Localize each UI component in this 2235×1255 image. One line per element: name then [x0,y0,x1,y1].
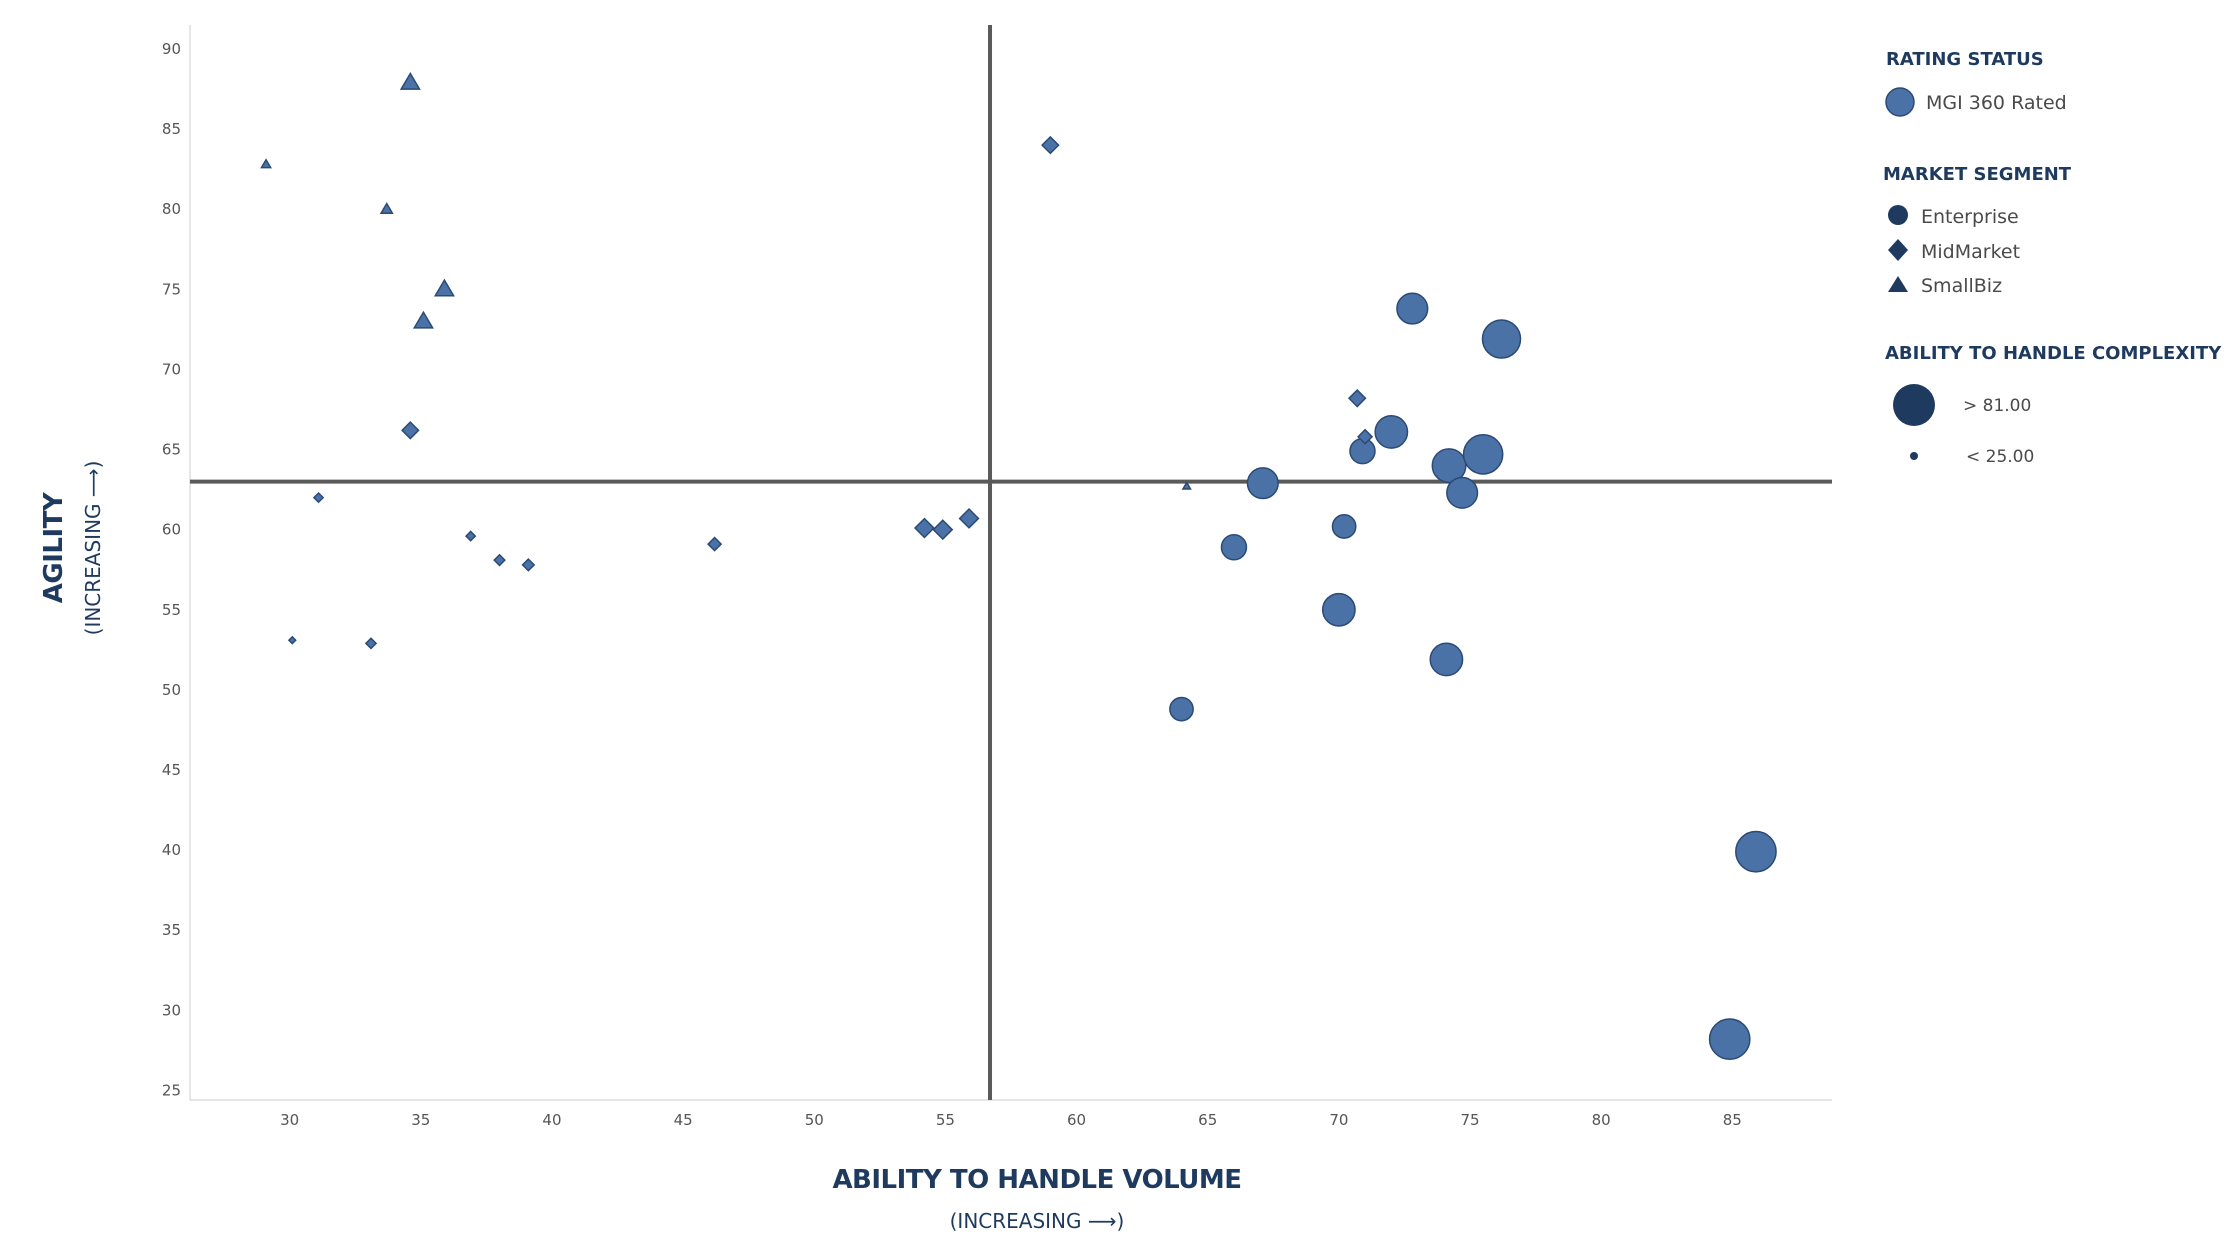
y-tick-labels: 25 30 35 40 45 50 55 60 65 70 75 80 85 90 [162,40,181,1099]
x-tick-label: 30 [280,1111,299,1129]
enterprise-point [1735,830,1777,873]
legend-label-large-complexity: > 81.00 [1963,396,2031,416]
legend-marker-enterprise [1888,205,1908,225]
y-tick-label: 80 [162,200,181,218]
legend-label-enterprise: Enterprise [1921,206,2019,228]
legend-label-small-complexity: < 25.00 [1966,447,2034,467]
y-tick-label: 40 [162,841,181,859]
midmarket-point [932,519,954,541]
midmarket-point [287,635,297,645]
midmarket-point [401,421,420,440]
legend-marker-large-complexity [1893,384,1935,426]
enterprise-point [1446,476,1479,509]
smallbiz-point [399,72,421,90]
midmarket-point [707,536,723,552]
enterprise-point [1462,434,1504,475]
x-axis-subtitle: (INCREASING ⟶) [950,1209,1125,1233]
x-tick-label: 75 [1460,1111,1479,1129]
smallbiz-point [412,310,434,329]
data-points [260,72,1777,1061]
x-tick-label: 70 [1329,1111,1348,1129]
x-tick-label: 60 [1067,1111,1086,1129]
enterprise-point [1396,292,1429,325]
x-tick-label: 55 [936,1111,955,1129]
midmarket-point [1347,389,1367,408]
x-tick-label: 65 [1198,1111,1217,1129]
midmarket-point [364,637,378,650]
legend-marker-smallbiz [1888,276,1908,292]
smallbiz-point [433,278,455,297]
quadrant-lines [190,25,1832,1100]
enterprise-point [1374,414,1409,449]
y-tick-label: 70 [162,360,181,378]
enterprise-point [1246,467,1279,500]
legend-label-mgi-rated: MGI 360 Rated [1926,92,2067,114]
legend: RATING STATUS MGI 360 Rated MARKET SEGME… [1883,49,2222,467]
legend-marker-small-complexity [1910,452,1918,460]
legend-label-midmarket: MidMarket [1921,241,2020,263]
x-tick-label: 40 [542,1111,561,1129]
y-tick-label: 85 [162,120,181,138]
axes [189,25,1832,1101]
legend-heading-market-segment: MARKET SEGMENT [1883,164,2072,185]
midmarket-point [913,517,935,539]
midmarket-point [958,507,980,529]
y-tick-label: 75 [162,280,181,298]
y-axis-subtitle: (INCREASING ⟶) [81,461,105,636]
y-tick-label: 45 [162,761,181,779]
enterprise-point [1431,448,1467,484]
enterprise-point [1708,1018,1751,1061]
smallbiz-point [1181,481,1192,490]
enterprise-point [1169,696,1194,722]
smallbiz-point [260,158,272,169]
midmarket-point [493,553,506,567]
enterprise-point [1349,437,1376,465]
legend-label-smallbiz: SmallBiz [1921,275,2002,297]
midmarket-point [464,530,477,542]
y-tick-label: 90 [162,40,181,58]
midmarket-point [521,558,536,572]
x-tick-label: 35 [411,1111,430,1129]
y-tick-label: 35 [162,921,181,939]
legend-heading-rating-status: RATING STATUS [1886,49,2044,70]
y-tick-label: 55 [162,601,181,619]
y-axis-title: AGILITY [39,491,69,603]
y-tick-label: 50 [162,681,181,699]
x-tick-label: 45 [674,1111,693,1129]
legend-marker-mgi-rated [1885,87,1915,117]
x-tick-label: 85 [1723,1111,1742,1129]
enterprise-point [1331,514,1357,539]
smallbiz-point [379,202,394,214]
y-tick-label: 60 [162,521,181,539]
legend-marker-midmarket [1888,239,1908,261]
x-tick-label: 50 [805,1111,824,1129]
enterprise-point [1481,319,1522,359]
enterprise-point [1321,592,1356,627]
y-tick-label: 65 [162,441,181,459]
midmarket-point [1357,428,1374,445]
midmarket-point [1041,135,1060,155]
midmarket-point [312,491,325,504]
y-tick-label: 30 [162,1001,181,1019]
x-axis-title: ABILITY TO HANDLE VOLUME [832,1165,1241,1195]
enterprise-point [1429,642,1464,677]
x-tick-label: 80 [1592,1111,1611,1129]
x-tick-labels: 30 35 40 45 50 55 60 65 70 75 80 85 [280,1111,1742,1129]
legend-heading-complexity: ABILITY TO HANDLE COMPLEXITY [1885,343,2222,364]
enterprise-point [1220,534,1248,561]
y-tick-label: 25 [162,1081,181,1099]
